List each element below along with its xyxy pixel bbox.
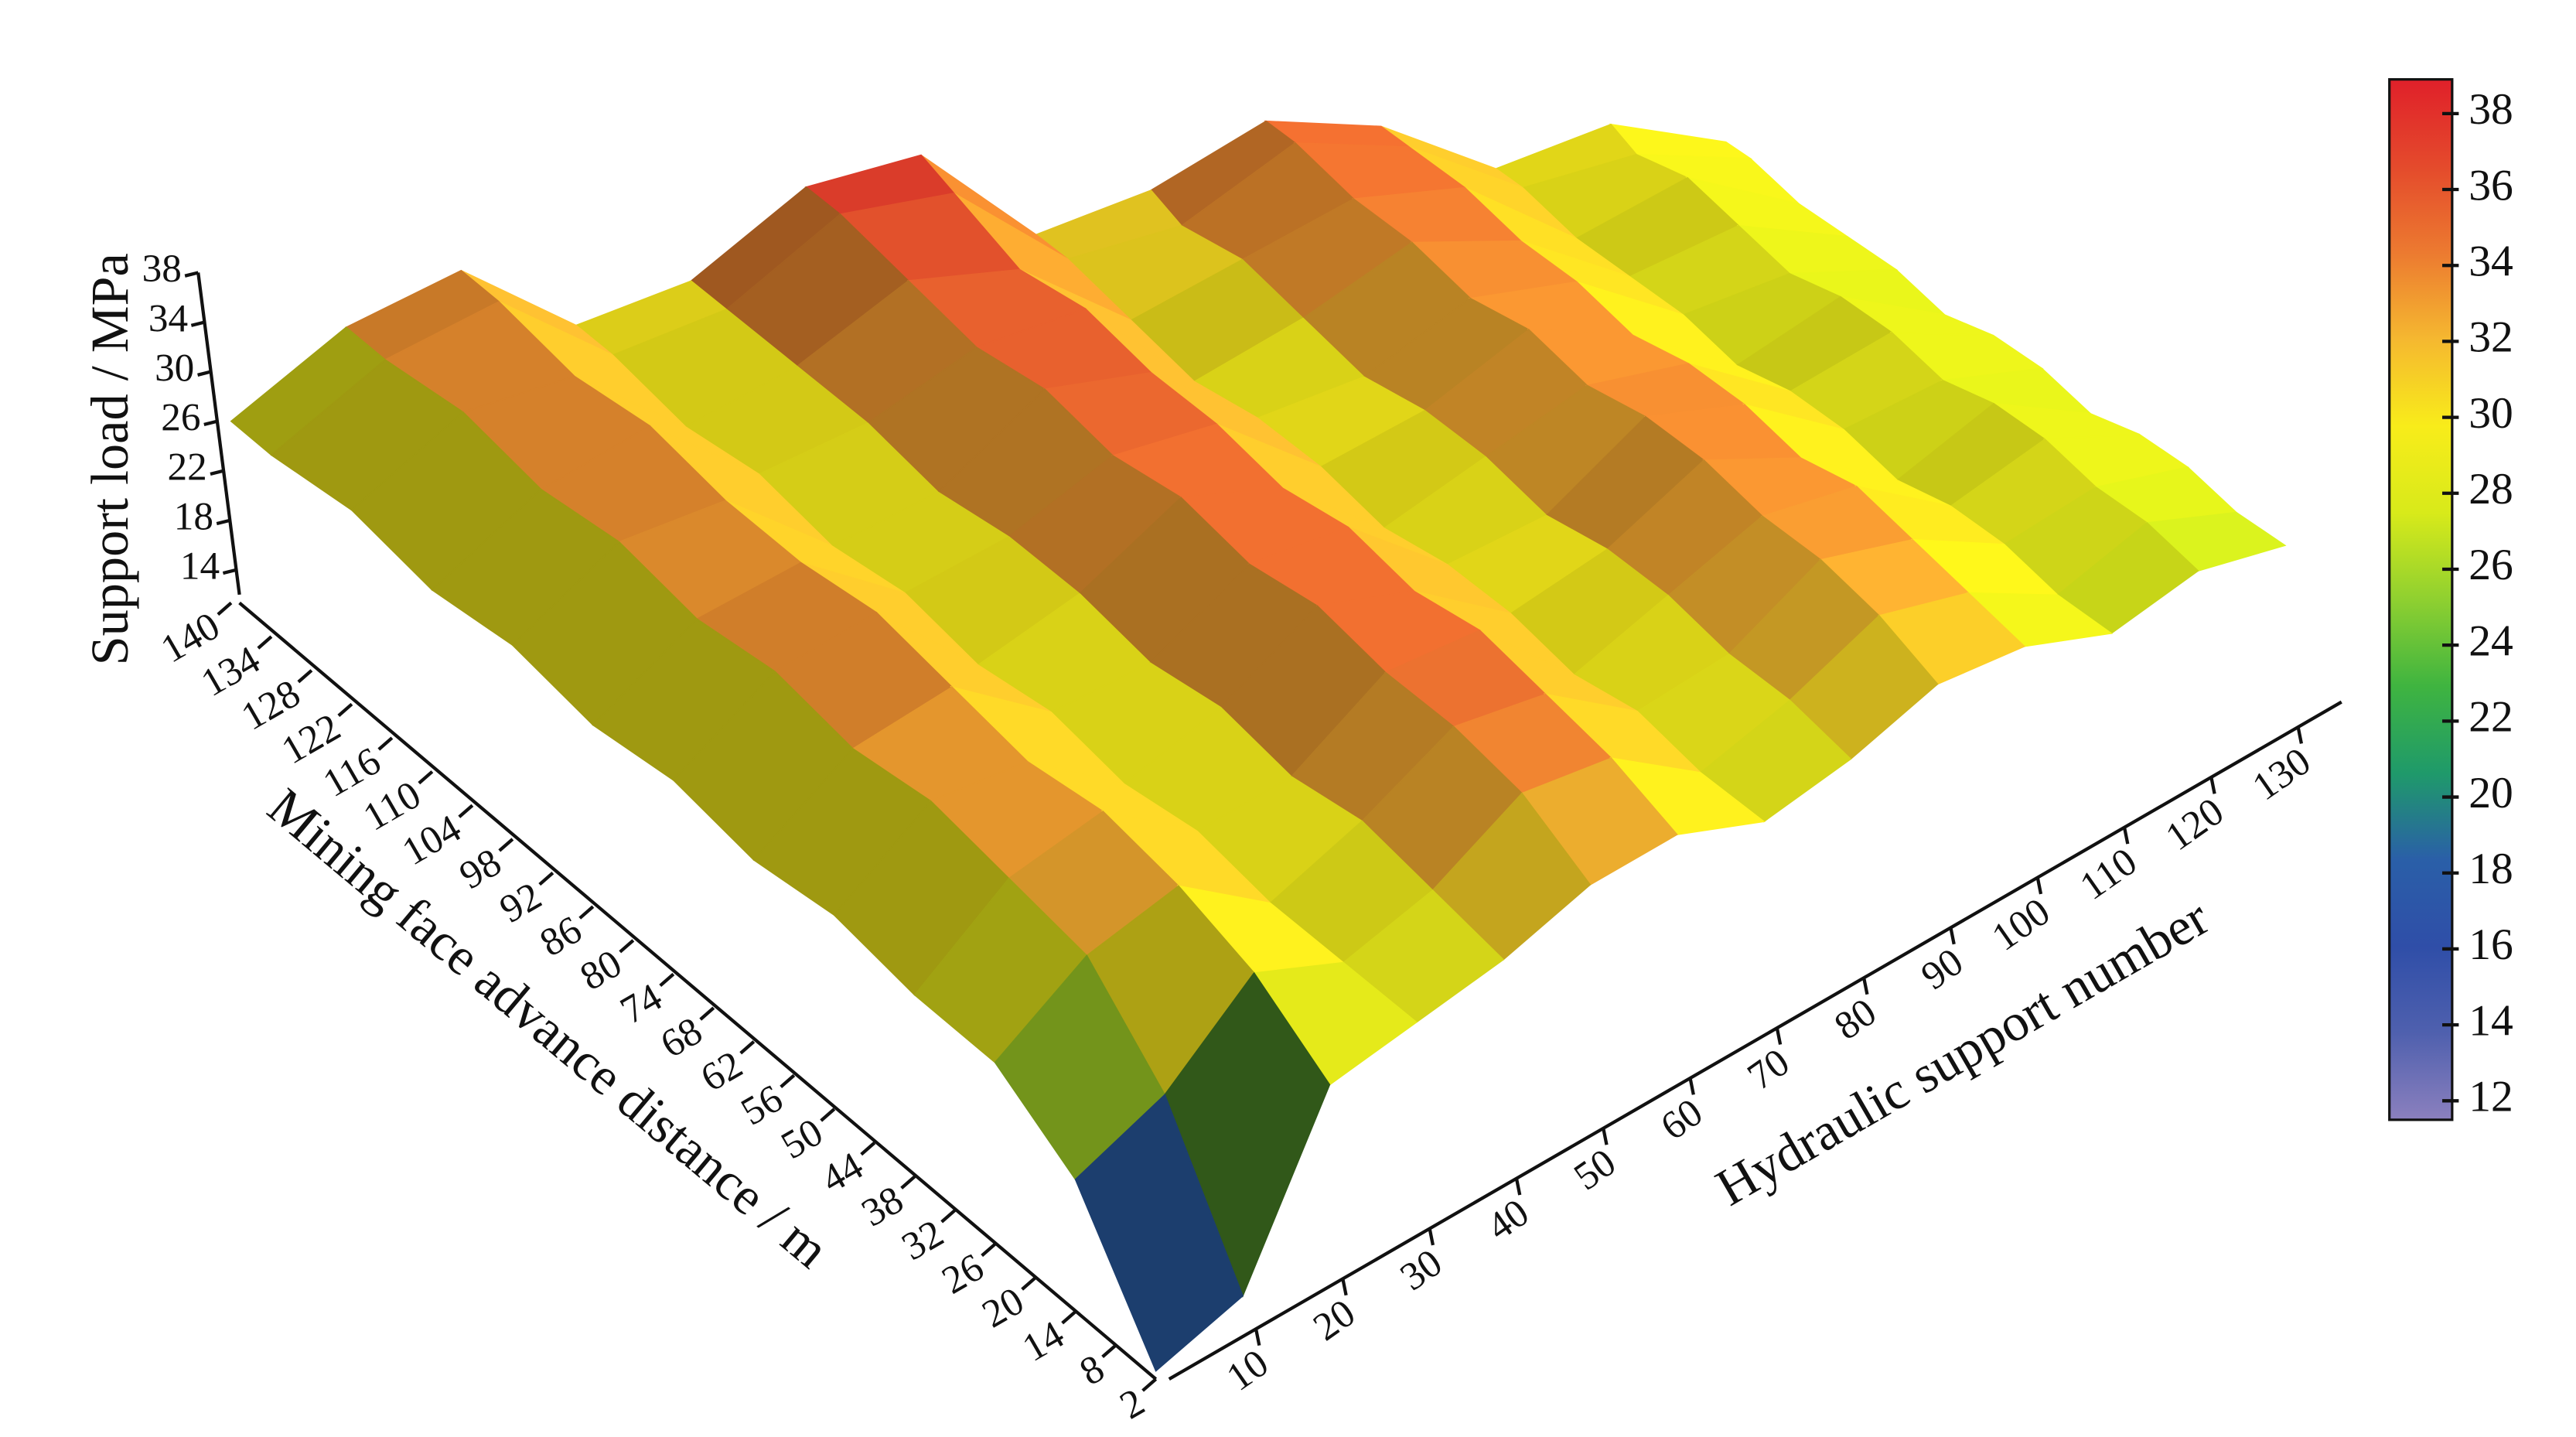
z-tick	[203, 419, 218, 426]
y-tick	[1141, 1377, 1158, 1392]
y-tick	[1021, 1276, 1037, 1291]
x-tick-label: 30	[1392, 1241, 1450, 1299]
y-tick	[458, 804, 474, 818]
x-tick-label: 10	[1219, 1341, 1277, 1400]
x-tick-label: 90	[1913, 940, 1971, 998]
x-tick-label: 40	[1479, 1190, 1537, 1249]
x-tick-label: 80	[1827, 990, 1885, 1049]
colorbar-tick-label: 22	[2469, 693, 2513, 742]
z-tick-label: 38	[142, 247, 182, 291]
y-tick	[981, 1242, 997, 1258]
colorbar-tick-label: 20	[2469, 769, 2513, 817]
y-tick	[900, 1175, 916, 1190]
y-tick	[257, 635, 273, 650]
z-tick-label: 30	[155, 346, 194, 390]
y-axis	[238, 601, 1158, 1381]
x-tick-label: 20	[1305, 1291, 1363, 1350]
colorbar-tick-label: 16	[2469, 920, 2513, 969]
y-tick	[578, 905, 595, 920]
x-tick	[2296, 726, 2304, 744]
y-tick	[739, 1040, 756, 1055]
surface	[230, 120, 2287, 1372]
colorbar-tick-label: 12	[2469, 1073, 2513, 1121]
colorbar-tick-label: 14	[2469, 996, 2513, 1045]
colorbar-tick-label: 38	[2469, 85, 2513, 134]
y-tick	[860, 1142, 876, 1156]
x-axis-title: Hydraulic support number	[1706, 887, 2219, 1217]
x-tick-label: 100	[1984, 889, 2059, 960]
x-tick-label: 60	[1653, 1090, 1711, 1149]
y-tick	[1061, 1310, 1077, 1325]
x-tick	[1341, 1278, 1348, 1296]
y-tick	[337, 702, 353, 717]
x-tick	[2035, 877, 2043, 895]
x-tick-label: 120	[2158, 789, 2232, 859]
z-axis	[196, 272, 241, 596]
y-tick	[217, 601, 233, 616]
x-tick	[1688, 1077, 1695, 1095]
x-tick	[2209, 777, 2216, 794]
y-tick	[820, 1108, 836, 1122]
surface-cell	[1074, 1094, 1244, 1372]
colorbar-tick-label: 30	[2469, 389, 2513, 438]
colorbar-tick-label: 24	[2469, 616, 2513, 665]
x-tick-label: 70	[1740, 1040, 1798, 1099]
x-axis	[1168, 700, 2342, 1381]
colorbar-tick-label: 28	[2469, 465, 2513, 514]
y-tick	[377, 736, 394, 751]
colorbar-tick-label: 26	[2469, 541, 2513, 589]
x-tick	[1514, 1178, 1522, 1196]
y-tick	[1101, 1343, 1117, 1359]
colorbar-tick-label: 18	[2469, 845, 2513, 893]
x-tick	[1254, 1328, 1261, 1347]
z-tick-label: 14	[180, 544, 220, 589]
z-tick	[222, 568, 237, 575]
z-tick	[210, 469, 224, 476]
x-tick-label: 130	[2244, 739, 2318, 810]
x-tick	[1428, 1228, 1435, 1246]
y-tick	[498, 838, 514, 852]
y-tick	[538, 871, 554, 886]
y-tick	[940, 1209, 957, 1224]
z-tick	[197, 370, 212, 377]
y-tick	[699, 1006, 715, 1021]
z-tick	[190, 320, 205, 327]
x-tick-label: 50	[1566, 1140, 1624, 1199]
colorbar	[2388, 78, 2454, 1121]
colorbar-tick-label: 36	[2469, 161, 2513, 210]
x-tick	[1862, 977, 1869, 995]
z-tick-label: 22	[167, 445, 206, 489]
z-tick-label: 26	[161, 395, 200, 439]
z-axis-title: Support load / MPa	[80, 253, 139, 665]
z-tick-label: 18	[174, 495, 213, 539]
x-tick	[1602, 1128, 1609, 1145]
y-tick	[780, 1073, 796, 1088]
y-tick	[619, 939, 635, 954]
colorbar-tick-label: 32	[2469, 313, 2513, 362]
y-tick	[418, 770, 434, 785]
colorbar-tick-label: 34	[2469, 237, 2513, 285]
x-tick	[2122, 827, 2130, 845]
x-tick	[1949, 927, 1956, 945]
x-tick	[1775, 1027, 1783, 1045]
y-tick	[659, 972, 675, 988]
z-tick	[184, 271, 199, 278]
y-tick	[297, 669, 313, 684]
z-tick	[216, 518, 230, 526]
z-tick-label: 34	[148, 296, 188, 340]
